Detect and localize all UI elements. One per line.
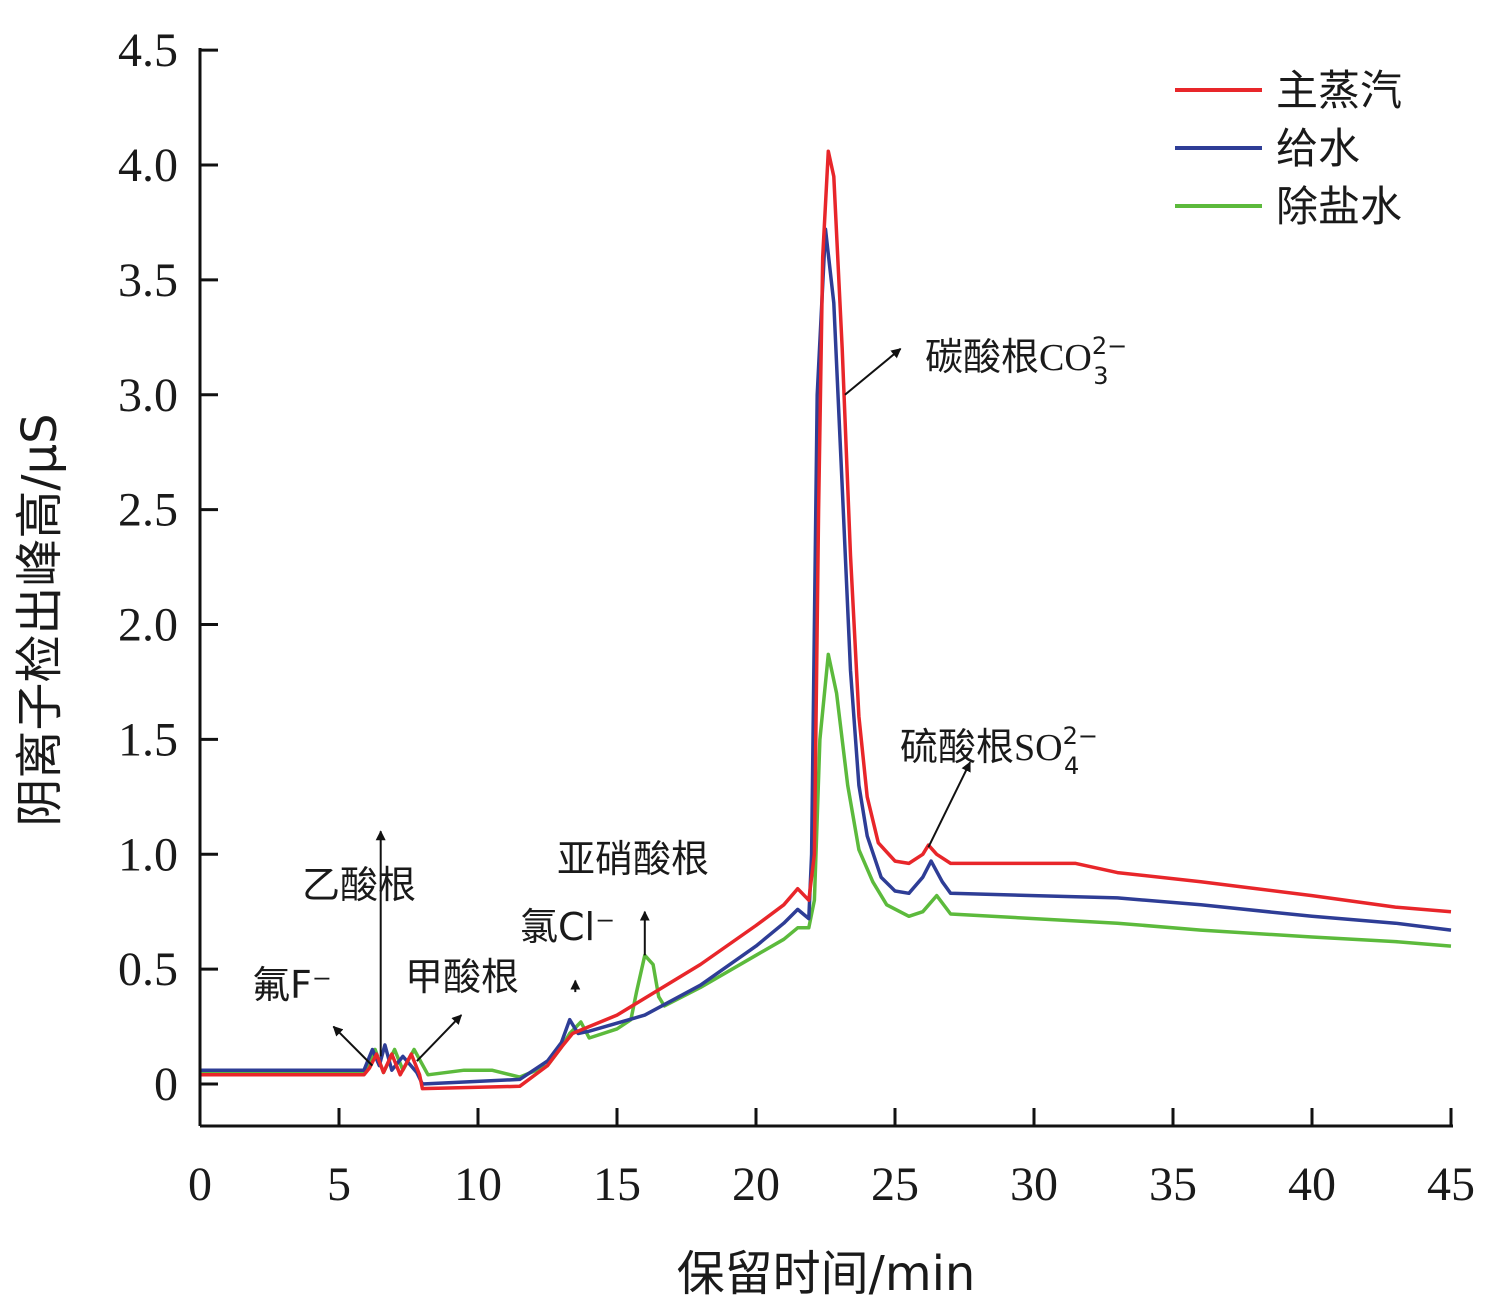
annotation-formula-carbonate: CO [1039, 337, 1092, 379]
x-tick-label: 40 [1288, 1158, 1336, 1211]
x-axis-title: 保留时间/min [677, 1246, 976, 1302]
x-tick-label: 45 [1427, 1158, 1475, 1211]
x-ticks: 0 5 10 15 20 25 30 35 40 45 [188, 1108, 1475, 1211]
annotation-label-nitrite: 亚硝酸根 [557, 837, 709, 881]
annotation-superscript-sulfate: 2− [1063, 722, 1098, 750]
y-tick-label: 0.5 [118, 943, 178, 996]
annotation-text-fluoride: 氟F⁻ [252, 963, 332, 1007]
x-tick-label: 35 [1149, 1158, 1197, 1211]
annotation-formula-sulfate: SO [1014, 727, 1063, 769]
y-axis-title: 阴离子检出峰高/μS [12, 413, 68, 826]
annotation-arrow-sulfate [927, 761, 971, 848]
annotation-text-chloride: 氯Cl⁻ [520, 905, 615, 949]
y-ticks: 0 0.5 1.0 1.5 2.0 2.5 3.0 3.5 4.0 4.5 [118, 24, 218, 1111]
series-lines [200, 149, 1452, 1091]
annotation-label-formate: 甲酸根 [405, 955, 519, 999]
annotation-label-chloride: 氯Cl⁻ [520, 905, 615, 949]
annotation-superscript-carbonate: 2− [1092, 332, 1127, 360]
annotation-arrow-carbonate [844, 348, 902, 396]
x-tick-label: 25 [871, 1158, 919, 1211]
y-tick-label: 4.5 [118, 24, 178, 77]
annotation-label-sulfate: 硫酸根SO2− 4 [900, 722, 1098, 780]
series-line-0 [200, 149, 1452, 1091]
annotation-text-formate: 甲酸根 [405, 955, 519, 999]
x-tick-label: 15 [593, 1158, 641, 1211]
annotation-text-sulfate: 硫酸根 [900, 725, 1014, 769]
annotation-subscript-carbonate: 3 [1093, 362, 1108, 390]
y-tick-label: 3.0 [118, 369, 178, 422]
y-tick-label: 1.5 [118, 713, 178, 766]
y-tick-label: 1.0 [118, 828, 178, 881]
annotation-arrow-formate [416, 1014, 463, 1062]
legend-label-1: 给水 [1276, 124, 1360, 173]
series-line-1 [200, 227, 1452, 1086]
y-tick-label: 2.0 [118, 599, 178, 652]
x-tick-label: 20 [732, 1158, 780, 1211]
annotation-arrow-fluoride [332, 1025, 374, 1067]
x-tick-label: 5 [327, 1158, 351, 1211]
annotation-text-acetate: 乙酸根 [302, 863, 416, 907]
annotation-label-acetate: 乙酸根 [302, 863, 416, 907]
annotation-label-carbonate: 碳酸根CO2− 3 [925, 332, 1127, 390]
legend-label-2: 除盐水 [1276, 182, 1402, 231]
x-tick-label: 30 [1010, 1158, 1058, 1211]
y-tick-label: 0 [154, 1058, 178, 1111]
y-tick-label: 4.0 [118, 139, 178, 192]
legend-label-0: 主蒸汽 [1276, 66, 1402, 115]
y-tick-label: 2.5 [118, 484, 178, 537]
annotation-label-fluoride: 氟F⁻ [252, 963, 332, 1007]
x-tick-label: 10 [454, 1158, 502, 1211]
annotation-text-carbonate: 碳酸根 [925, 335, 1039, 379]
annotation-subscript-sulfate: 4 [1064, 752, 1079, 780]
y-tick-label: 3.5 [118, 254, 178, 307]
annotation-text-nitrite: 亚硝酸根 [557, 837, 709, 881]
axes: 0 5 10 15 20 25 30 35 40 45 0 0.5 1.0 1.5 2.0 2.5 3.0 3.… [118, 24, 1475, 1211]
x-tick-label: 0 [188, 1158, 212, 1211]
